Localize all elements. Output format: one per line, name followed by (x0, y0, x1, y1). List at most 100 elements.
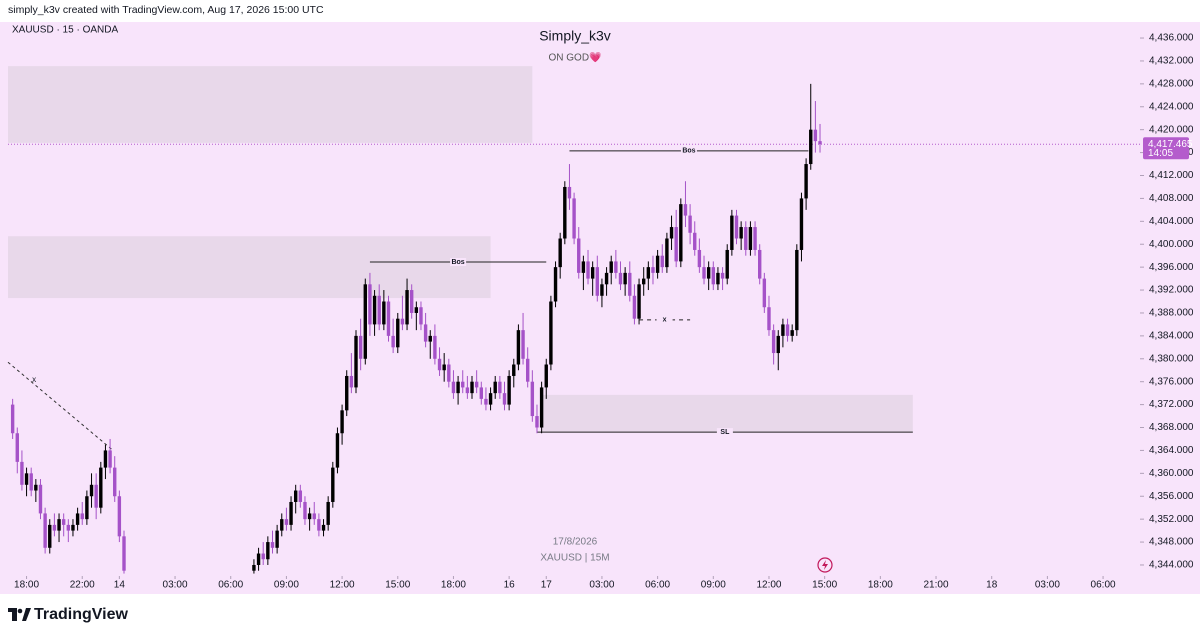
candle-body (428, 335, 432, 342)
annotation-label: Bos (451, 259, 464, 266)
annotation-label-bg (656, 315, 673, 324)
candle-body (595, 267, 599, 296)
candle-body (113, 467, 117, 497)
y-tick-label: 4,400.000 (1149, 239, 1194, 250)
candle-body (577, 238, 581, 273)
candle-body (530, 381, 535, 417)
candle-body (57, 519, 61, 531)
candle-body (442, 364, 446, 371)
candle-body (400, 318, 405, 325)
x-tick-label: 03:00 (1035, 580, 1060, 591)
candle-body (280, 519, 284, 531)
candle-body (614, 261, 618, 273)
candle-body (632, 295, 637, 319)
candle-body (461, 381, 465, 388)
candle-body (697, 249, 702, 268)
candle-body (502, 393, 507, 405)
last-price-box (1143, 137, 1189, 160)
candle-body (790, 330, 794, 336)
candle-body (75, 513, 80, 525)
footer-brand: TradingView (34, 606, 129, 623)
candle-body (655, 255, 660, 273)
y-tick-label: 4,404.000 (1149, 216, 1194, 227)
candle-body (516, 330, 521, 365)
candle-body (275, 530, 279, 548)
logo-mark (8, 608, 17, 621)
candle-body (567, 186, 572, 199)
y-tick-label: 4,424.000 (1149, 101, 1194, 112)
candle-body (94, 484, 98, 508)
candle-body (326, 501, 330, 525)
last-price-label: 4,417.465 (1148, 139, 1193, 150)
alert-circle (817, 557, 833, 573)
candle-body (405, 290, 409, 325)
candle-body (753, 227, 757, 250)
chart-subtitle: ON GOD💗 (548, 52, 602, 64)
candle-body (89, 484, 94, 497)
candle-body (646, 267, 651, 279)
candle-body (414, 307, 419, 313)
candle-body (307, 513, 312, 520)
candle-body (484, 398, 488, 405)
candle-body (43, 513, 47, 548)
x-tick-label: 09:00 (701, 580, 726, 591)
candle-body (377, 295, 381, 325)
candle-body (651, 267, 655, 273)
candle-body (61, 519, 66, 525)
x-tick-label: 16 (504, 580, 516, 591)
candle-body (15, 433, 19, 462)
candle-body (66, 524, 71, 531)
candle-body (256, 553, 261, 565)
logo-mark (22, 608, 31, 621)
annotation-label: x (663, 317, 667, 324)
x-tick-label: 18:00 (441, 580, 466, 591)
candle-body (252, 564, 256, 571)
candle-body (363, 284, 367, 359)
candle-body (781, 324, 785, 336)
candle-body (10, 404, 15, 434)
y-tick-label: 4,356.000 (1149, 491, 1194, 502)
candle-body (776, 335, 780, 354)
y-tick-label: 4,388.000 (1149, 308, 1194, 319)
candle-body (103, 450, 108, 468)
candle-body (734, 215, 739, 239)
candle-body (48, 524, 52, 548)
candle-body (99, 467, 103, 508)
alert-icon[interactable] (817, 557, 833, 573)
x-tick-label: 14 (114, 580, 126, 591)
candle-body (29, 473, 33, 491)
candle-body (345, 375, 349, 411)
candle-body (312, 513, 316, 520)
alert-bolt (822, 560, 828, 570)
candle-body (799, 198, 804, 250)
candle-body (693, 232, 697, 250)
annotation-label: SL (720, 429, 730, 436)
header-text: simply_k3v created with TradingView.com,… (8, 4, 324, 16)
candle-body (623, 272, 627, 285)
candle-body (470, 381, 474, 394)
candle-body (293, 490, 298, 502)
candle-body (284, 519, 289, 525)
zone (541, 394, 913, 433)
candle-body (762, 278, 767, 308)
x-tick-label: 12:00 (756, 580, 781, 591)
candle-body (340, 410, 344, 434)
candle-body (437, 358, 442, 371)
candle-body (706, 267, 711, 279)
candle-body (744, 227, 748, 250)
candle-body (771, 330, 776, 354)
candle-body (289, 501, 293, 525)
y-tick-label: 4,380.000 (1149, 353, 1194, 364)
candle-body (600, 284, 604, 296)
candle-body (358, 335, 363, 359)
candle-body (451, 381, 456, 394)
candle-body (795, 249, 799, 331)
candle-body (581, 261, 586, 273)
watermark-date: 17/8/2026 (553, 537, 598, 548)
candle-body (730, 215, 734, 250)
candle-body (488, 393, 493, 405)
y-tick-label: 4,344.000 (1149, 560, 1194, 571)
candle-body (725, 249, 729, 279)
candle-body (372, 295, 377, 325)
